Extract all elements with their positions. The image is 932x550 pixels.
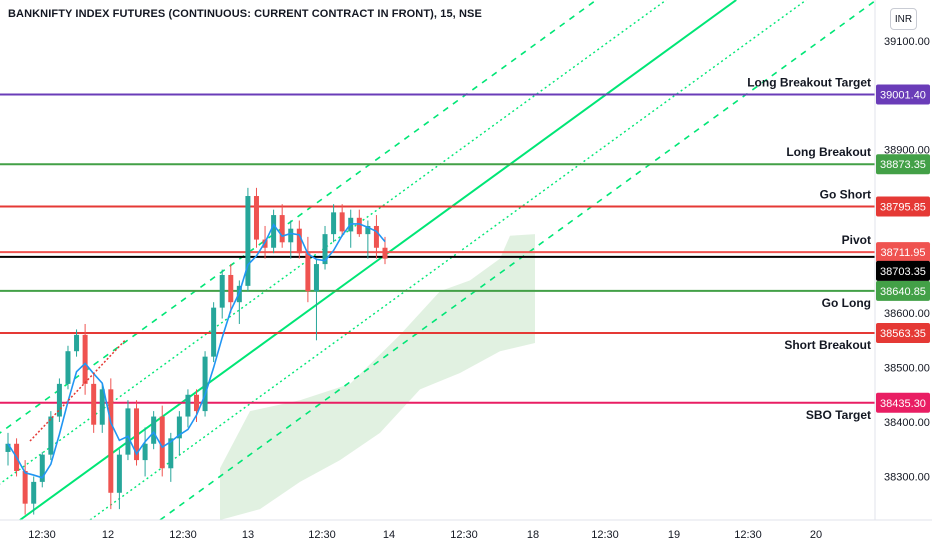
x-tick-label: 14 [383, 529, 395, 541]
current-price-tag [876, 260, 930, 281]
candles [5, 187, 388, 515]
candle-body [279, 215, 285, 243]
x-tick-label: 12:30 [450, 529, 478, 541]
candle-body [202, 356, 208, 412]
price-tag-text: 38640.85 [880, 286, 926, 298]
x-tick-label: 13 [242, 529, 254, 541]
candle-body [91, 383, 97, 425]
candle-body [356, 217, 362, 235]
y-tick-label: 38500.00 [884, 363, 930, 375]
x-tick-label: 18 [527, 529, 539, 541]
candle-body [168, 438, 174, 469]
candle-body [382, 247, 388, 259]
candle-body [108, 389, 114, 493]
candle-body [219, 274, 225, 308]
price-tag-text: 38795.85 [880, 201, 926, 213]
candle-body [142, 443, 148, 461]
price-tag-text: 38873.35 [880, 159, 926, 171]
price-tag-text: 38711.95 [880, 247, 925, 259]
candle-body [305, 253, 311, 292]
y-tick-label: 38900.00 [884, 145, 930, 157]
price-tag [876, 323, 930, 344]
candle-body [31, 481, 37, 504]
x-tick-label: 12:30 [734, 529, 762, 541]
candle-body [56, 383, 62, 417]
regression-channel [0, 0, 877, 521]
x-tick-label: 19 [668, 529, 680, 541]
candle-body [339, 212, 345, 232]
price-tag-text: 38563.35 [880, 328, 926, 340]
level-name-label: Long Breakout [786, 145, 871, 159]
candle-body [116, 454, 122, 493]
chart-title: BANKNIFTY INDEX FUTURES (CONTINUOUS: CUR… [8, 8, 482, 20]
candle-body [288, 228, 294, 243]
channel-center-line [19, 0, 737, 521]
level-name-label: Pivot [842, 233, 871, 247]
level-name-label: Long Breakout Target [747, 76, 871, 90]
candle-body [82, 334, 88, 384]
candle-body [228, 274, 234, 303]
candle-body [5, 443, 11, 452]
candle-body [125, 408, 131, 455]
candle-body [151, 416, 157, 444]
candle-body [99, 389, 105, 425]
cloud-layer [220, 234, 535, 521]
x-tick-label: 12 [102, 529, 114, 541]
y-tick-label: 38400.00 [884, 417, 930, 429]
candle-body [22, 470, 28, 504]
price-tag-text: 38435.30 [880, 398, 926, 410]
level-name-label: Short Breakout [784, 338, 871, 352]
red-dotted-trend [29, 339, 126, 442]
level-labels: Long Breakout Target 39001.40 Long Breakou… [747, 76, 930, 422]
price-tag [876, 280, 930, 301]
y-tick-label: 38300.00 [884, 471, 930, 483]
level-name-label: SBO Target [806, 408, 871, 422]
y-tick-label: 39100.00 [884, 36, 930, 48]
level-lines [0, 93, 875, 404]
currency-button[interactable]: INR [890, 8, 917, 30]
candle-body [39, 454, 45, 482]
ichimoku-cloud [220, 234, 535, 521]
candle-body [159, 416, 165, 469]
candle-body [176, 416, 182, 439]
level-name-label: Go Short [820, 187, 871, 201]
channel-inner-lower [89, 0, 807, 521]
price-tag [876, 196, 930, 217]
candle-body [313, 264, 319, 292]
candle-body [65, 351, 71, 384]
candle-body [365, 225, 371, 235]
y-tick-label: 38600.00 [884, 308, 930, 320]
x-tick-label: 20 [810, 529, 822, 541]
candle-body [185, 394, 191, 417]
level-name-label: Go Long [822, 296, 871, 310]
price-tag-text: 39001.40 [880, 90, 926, 102]
candle-body [373, 225, 379, 248]
price-tag [876, 392, 930, 413]
candle-body [194, 394, 199, 412]
candle-body [245, 196, 251, 286]
candle-body [331, 212, 337, 235]
current-price-text: 38703.35 [880, 266, 926, 278]
x-tick-label: 12:30 [308, 529, 336, 541]
candle-body [74, 334, 80, 352]
channel-outer-lower [159, 0, 877, 521]
ma-line [7, 223, 386, 479]
x-tick-label: 12:30 [28, 529, 56, 541]
price-tag [876, 242, 930, 263]
candle-body [48, 416, 54, 455]
candle-body [253, 196, 259, 240]
candle-body [296, 228, 302, 254]
moving-average [7, 223, 386, 479]
x-tick-label: 12:30 [591, 529, 619, 541]
candle-body [211, 307, 217, 357]
candle-body [134, 408, 140, 461]
candle-body [271, 215, 277, 248]
channel-outer-upper [0, 0, 597, 434]
candle-body [322, 234, 328, 265]
x-tick-label: 12:30 [169, 529, 197, 541]
price-tag [876, 84, 930, 105]
price-tag [876, 154, 930, 175]
